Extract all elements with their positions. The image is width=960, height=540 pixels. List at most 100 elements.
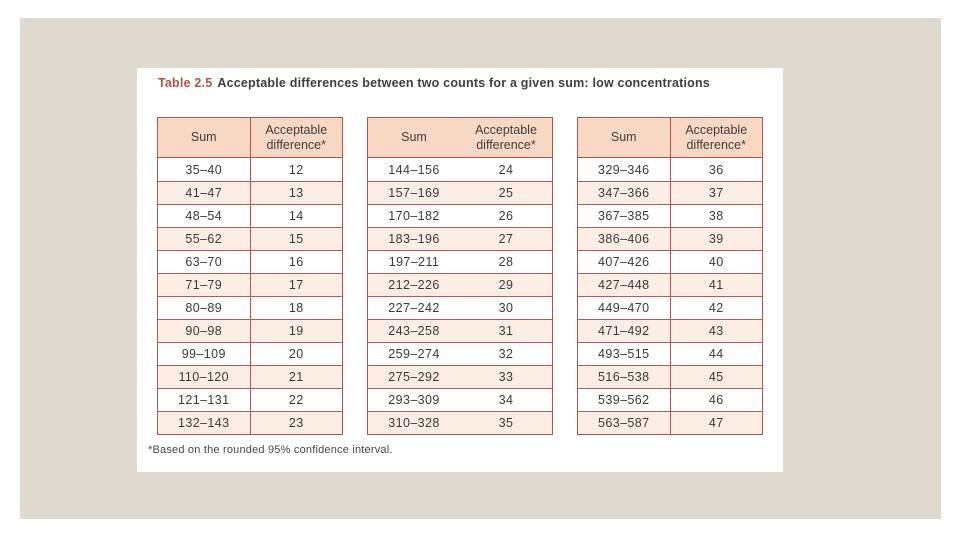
- difference-value: 21: [288, 370, 304, 384]
- table-row: 407–426 40: [578, 250, 762, 273]
- table-row: 144–156 24: [368, 158, 552, 181]
- table-footnote: *Based on the rounded 95% confidence int…: [148, 444, 393, 456]
- sum-value: 367–385: [578, 205, 671, 227]
- sum-value: 121–131: [158, 389, 251, 411]
- difference-value: 31: [498, 324, 514, 338]
- difference-column-header: Acceptable difference*: [265, 122, 328, 152]
- difference-value: 36: [708, 162, 724, 177]
- table-row: 48–54 14: [158, 204, 342, 227]
- difference-value: 16: [288, 255, 304, 269]
- difference-value: 13: [288, 186, 304, 200]
- sum-value: 310–328: [388, 416, 440, 430]
- difference-value: 40: [708, 255, 724, 269]
- difference-value: 45: [708, 370, 724, 384]
- table-row: 41–47 13: [158, 181, 342, 204]
- difference-value: 32: [498, 347, 514, 361]
- difference-value: 43: [708, 324, 724, 338]
- table-row: 449–470 42: [578, 296, 762, 319]
- difference-value: 29: [498, 278, 514, 292]
- difference-value: 20: [288, 347, 304, 361]
- difference-value: 30: [498, 301, 514, 315]
- table-body: 35–40 12 41–47 13 48–54 14 55–62 15 63–70 16 …: [158, 158, 342, 434]
- sum-column-header: Sum: [401, 130, 427, 144]
- table-body: 329–346 36 347–366 37 367–385 38 386–406 39 …: [578, 158, 762, 434]
- table-row: 427–448 41: [578, 273, 762, 296]
- sum-value: 329–346: [578, 158, 671, 181]
- sum-value: 407–426: [578, 251, 671, 273]
- table-title-text: Acceptable differences between two count…: [217, 76, 710, 90]
- table-number-label: Table 2.5: [158, 76, 213, 90]
- sum-value: 48–54: [158, 205, 251, 227]
- sum-value: 183–196: [388, 232, 440, 246]
- sum-value: 157–169: [388, 186, 440, 200]
- difference-value: 37: [708, 186, 724, 200]
- table-row: 259–274 32: [368, 342, 552, 365]
- table-header: Sum Acceptable difference*: [578, 118, 762, 158]
- table-row: 212–226 29: [368, 273, 552, 296]
- sum-value: 132–143: [158, 412, 251, 434]
- table-row: 71–79 17: [158, 273, 342, 296]
- sum-value: 41–47: [158, 182, 251, 204]
- sum-value: 516–538: [578, 366, 671, 388]
- table-body: 144–156 24 157–169 25 170–182 26 183–196 27 …: [368, 158, 552, 434]
- table-row: 99–109 20: [158, 342, 342, 365]
- sum-value: 563–587: [578, 412, 671, 434]
- difference-value: 47: [708, 416, 724, 430]
- sum-table-1: Sum Acceptable difference* 35–40 12 41–47…: [157, 117, 343, 435]
- table-row: 243–258 31: [368, 319, 552, 342]
- table-row: 132–143 23: [158, 411, 342, 434]
- table-row: 367–385 38: [578, 204, 762, 227]
- table-row: 121–131 22: [158, 388, 342, 411]
- table-row: 563–587 47: [578, 411, 762, 434]
- table-header: Sum Acceptable difference*: [368, 118, 552, 158]
- difference-value: 44: [708, 347, 724, 361]
- difference-value: 14: [288, 209, 304, 223]
- difference-value: 41: [708, 278, 724, 292]
- sum-value: 35–40: [158, 158, 251, 181]
- sum-table-2: Sum Acceptable difference* 144–156 24 157…: [367, 117, 553, 435]
- difference-value: 19: [288, 324, 304, 338]
- table-panel: Table 2.5 Acceptable differences between …: [137, 68, 783, 472]
- table-row: 310–328 35: [368, 411, 552, 434]
- sum-value: 243–258: [388, 324, 440, 338]
- difference-value: 17: [288, 278, 304, 292]
- table-row: 170–182 26: [368, 204, 552, 227]
- difference-value: 27: [498, 232, 514, 246]
- table-row: 516–538 45: [578, 365, 762, 388]
- table-row: 227–242 30: [368, 296, 552, 319]
- sum-value: 449–470: [578, 297, 671, 319]
- sum-value: 144–156: [388, 162, 440, 177]
- table-row: 63–70 16: [158, 250, 342, 273]
- difference-value: 23: [288, 416, 304, 430]
- table-row: 329–346 36: [578, 158, 762, 181]
- difference-value: 38: [708, 209, 724, 223]
- table-row: 197–211 28: [368, 250, 552, 273]
- sum-value: 90–98: [158, 320, 251, 342]
- difference-value: 18: [288, 301, 304, 315]
- table-row: 35–40 12: [158, 158, 342, 181]
- difference-value: 22: [288, 393, 304, 407]
- table-row: 80–89 18: [158, 296, 342, 319]
- difference-value: 33: [498, 370, 514, 384]
- sum-value: 347–366: [578, 182, 671, 204]
- difference-value: 24: [498, 162, 514, 177]
- difference-value: 35: [498, 416, 514, 430]
- difference-value: 12: [288, 162, 304, 177]
- table-row: 90–98 19: [158, 319, 342, 342]
- sum-value: 227–242: [388, 301, 440, 315]
- sum-value: 539–562: [578, 389, 671, 411]
- sum-value: 212–226: [388, 278, 440, 292]
- sum-value: 99–109: [158, 343, 251, 365]
- table-row: 493–515 44: [578, 342, 762, 365]
- sum-column-header: Sum: [158, 118, 251, 157]
- sum-value: 275–292: [388, 370, 440, 384]
- table-row: 386–406 39: [578, 227, 762, 250]
- difference-value: 26: [498, 209, 514, 223]
- sum-value: 471–492: [578, 320, 671, 342]
- table-row: 275–292 33: [368, 365, 552, 388]
- table-row: 293–309 34: [368, 388, 552, 411]
- difference-value: 15: [288, 232, 304, 246]
- table-title: Table 2.5 Acceptable differences between …: [158, 76, 710, 90]
- sum-value: 259–274: [388, 347, 440, 361]
- sum-value: 170–182: [388, 209, 440, 223]
